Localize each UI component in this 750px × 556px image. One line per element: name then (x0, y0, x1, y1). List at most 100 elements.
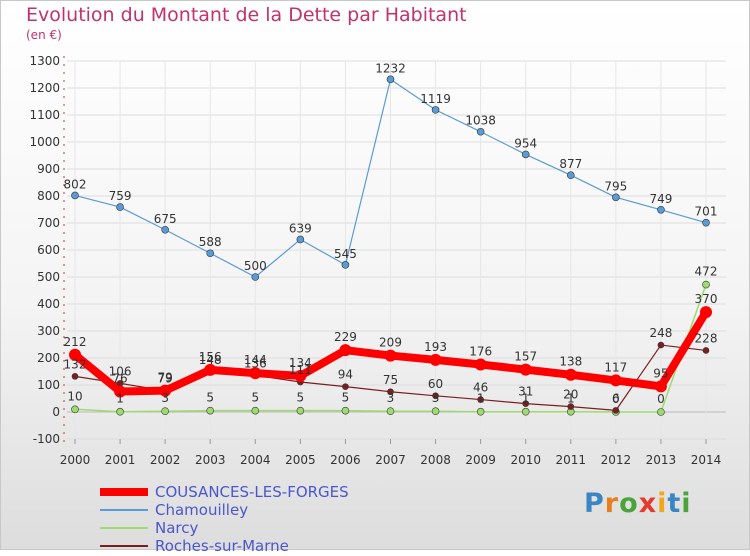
data-point (249, 367, 262, 380)
y-tick-label: 1000 (29, 135, 60, 149)
y-tick-label: 700 (37, 216, 60, 230)
x-tick-label: 2003 (195, 453, 226, 467)
data-point (477, 396, 484, 403)
data-label: 1 (522, 392, 530, 406)
data-point (521, 407, 530, 416)
data-labels: 8027596755885006395451232111910389548777… (64, 61, 718, 406)
data-label: 95 (653, 366, 668, 380)
data-point (476, 407, 485, 416)
logo-letter: i (657, 488, 668, 519)
data-label: 5 (342, 391, 350, 405)
data-label: 1 (477, 392, 485, 406)
data-point (702, 347, 710, 354)
x-tick-label: 2009 (465, 453, 496, 467)
legend-label: COUSANCES-LES-FORGES (155, 483, 349, 501)
axes: -100010020030040050060070080090010001100… (29, 54, 721, 467)
x-tick-label: 2012 (601, 453, 632, 467)
data-point (702, 280, 710, 289)
y-tick-label: 0 (52, 405, 60, 419)
data-label: 675 (154, 212, 177, 226)
data-point (654, 380, 667, 393)
x-tick-label: 2001 (105, 453, 136, 467)
data-label: 176 (469, 344, 492, 358)
data-point (204, 363, 217, 376)
y-tick-label: 900 (37, 162, 60, 176)
data-label: 954 (514, 136, 537, 150)
data-point (251, 406, 260, 415)
chart-subtitle: (en €) (26, 28, 62, 42)
data-label: 75 (383, 373, 398, 387)
legend-swatch (100, 509, 148, 511)
y-tick-label: 1100 (29, 108, 60, 122)
data-point (71, 191, 79, 200)
data-label: 106 (109, 364, 132, 378)
data-point (114, 385, 127, 398)
data-point (429, 353, 442, 366)
data-point (566, 171, 575, 180)
data-label: 639 (289, 221, 312, 235)
legend-swatch (100, 527, 148, 529)
data-label: 193 (424, 340, 447, 354)
data-point (339, 344, 352, 357)
data-point (159, 384, 172, 397)
y-tick-label: 600 (37, 243, 60, 257)
data-point (342, 383, 349, 390)
data-point (116, 407, 124, 416)
data-point (612, 407, 620, 414)
data-point (519, 363, 532, 376)
data-label: 802 (64, 177, 87, 191)
logo-letter: i (681, 488, 692, 519)
x-tick-label: 2013 (646, 453, 677, 467)
x-tick-label: 2008 (420, 453, 451, 467)
data-label: 248 (649, 326, 672, 340)
x-tick-label: 2002 (150, 453, 181, 467)
legend-label: Chamouilley (155, 501, 249, 519)
y-tick-label: 1200 (29, 81, 60, 95)
logo-letter: r (604, 488, 620, 519)
data-point (386, 75, 395, 84)
data-label: 472 (695, 265, 718, 279)
y-tick-label: 300 (37, 324, 60, 338)
data-label: 117 (604, 360, 627, 374)
data-label: 229 (334, 330, 357, 344)
data-label: 1232 (375, 61, 406, 75)
y-tick-label: 500 (37, 270, 60, 284)
data-label: 877 (559, 157, 582, 171)
data-label: 588 (199, 235, 222, 249)
data-point (341, 406, 350, 415)
data-label: 209 (379, 336, 402, 350)
data-point (609, 374, 622, 387)
data-point (612, 193, 620, 202)
x-tick-label: 2000 (60, 453, 91, 467)
data-label: 759 (109, 189, 132, 203)
data-point (294, 369, 307, 382)
data-label: 144 (244, 353, 267, 367)
data-label: 500 (244, 259, 267, 273)
x-tick-label: 2004 (240, 453, 271, 467)
data-label: 10 (67, 389, 82, 403)
data-point (431, 407, 440, 415)
legend-swatch (100, 488, 148, 496)
x-tick-label: 2006 (330, 453, 361, 467)
x-tick-label: 2014 (691, 453, 722, 467)
y-tick-label: 800 (37, 189, 60, 203)
data-point (431, 106, 440, 114)
data-point (657, 341, 665, 349)
data-label: 111 (289, 363, 312, 377)
chart-title: Evolution du Montant de la Dette par Hab… (26, 4, 467, 26)
data-label: 134 (289, 356, 312, 370)
data-point (657, 205, 665, 214)
data-point (71, 405, 79, 414)
data-label: 3 (387, 391, 395, 405)
data-label: 5 (251, 391, 259, 405)
data-point (296, 235, 305, 244)
data-point (702, 218, 710, 227)
data-label: 148 (199, 353, 222, 367)
logo-letter: x (638, 488, 658, 519)
data-label: 76 (112, 371, 127, 385)
data-point (522, 400, 530, 407)
data-label: 157 (514, 350, 537, 364)
data-point (384, 349, 397, 362)
